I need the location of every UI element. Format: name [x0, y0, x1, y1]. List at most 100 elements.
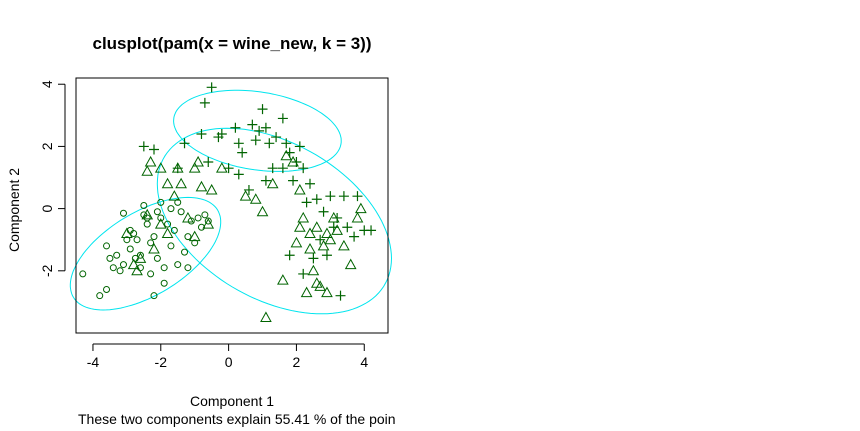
cluster-2-point	[310, 221, 323, 232]
cluster-1-point	[147, 239, 155, 247]
cluster-1-point	[113, 251, 121, 259]
cluster-3-point	[233, 169, 244, 180]
cluster-3-point	[223, 163, 234, 174]
cluster-1-point	[136, 264, 144, 272]
cluster-3-point	[243, 184, 254, 195]
y-axis-label: Component 2	[6, 168, 22, 252]
cluster-1-point	[109, 264, 117, 272]
cluster-3-point	[328, 222, 339, 233]
cluster-3-point	[260, 175, 271, 186]
y-tick-label: -2	[39, 264, 55, 277]
cluster-3-point	[288, 175, 299, 186]
y-tick-label: 0	[39, 205, 55, 213]
cluster-3-point	[250, 135, 261, 146]
cluster-3-point	[311, 194, 322, 205]
cluster-1-point	[167, 242, 175, 250]
cluster-3-point	[260, 122, 271, 133]
cluster-3-point	[254, 125, 265, 136]
cluster-3-point	[281, 138, 292, 149]
x-tick-label: 4	[360, 354, 368, 370]
cluster-1-point	[150, 292, 158, 300]
cluster-2-point	[144, 155, 157, 167]
cluster-3-point	[267, 163, 278, 174]
cluster-3-point	[196, 128, 207, 139]
cluster-1-point	[174, 261, 182, 269]
cluster-1-point	[126, 245, 134, 253]
cluster-1-point	[181, 248, 189, 256]
cluster-3-point	[216, 128, 227, 139]
cluster-2-point	[188, 162, 201, 173]
cluster-2-point	[321, 227, 333, 238]
cluster-1-point	[136, 251, 144, 259]
cluster-3-point	[335, 290, 346, 301]
cluster-2-point	[293, 221, 306, 232]
y-tick-label: 2	[39, 142, 55, 150]
cluster-2-point	[205, 183, 218, 195]
cluster-3-point	[318, 206, 329, 217]
cluster-3-point	[284, 250, 295, 261]
cluster-1-point	[143, 214, 151, 222]
cluster-2-point	[182, 211, 194, 223]
cluster-2-point	[321, 286, 333, 298]
cluster-2-point	[161, 227, 174, 238]
plot-frame	[75, 77, 389, 334]
cluster-2-point	[317, 239, 330, 251]
cluster-1-point	[140, 202, 148, 209]
cluster-1-point	[103, 285, 111, 293]
cluster-3-point	[325, 191, 336, 202]
cluster-3-point	[230, 122, 241, 133]
cluster-2-point	[260, 311, 272, 322]
cluster-1-point	[191, 239, 199, 247]
cluster-2-point	[304, 227, 316, 238]
cluster-3-point	[284, 147, 295, 158]
cluster-1-point	[184, 233, 192, 241]
cluster-2-point	[331, 224, 343, 235]
cluster-1-point	[116, 267, 124, 275]
cluster-3-point	[247, 119, 258, 130]
cluster-1-point	[147, 270, 155, 278]
cluster-3-point	[277, 163, 288, 174]
x-tick-label: 2	[293, 354, 301, 370]
cluster-1-point	[126, 226, 134, 234]
cluster-3-point	[233, 138, 244, 149]
cluster-1-point	[197, 223, 205, 231]
cluster-1-point	[150, 233, 158, 241]
cluster-3-point	[301, 197, 312, 208]
cluster-3-point	[172, 163, 183, 174]
cluster-1-point	[157, 214, 165, 222]
cluster-3-point	[257, 104, 268, 115]
cluster-3-point	[338, 191, 349, 202]
cluster-1-point	[133, 236, 141, 244]
cluster-3-point	[206, 82, 217, 93]
cluster-2-point	[175, 177, 187, 189]
cluster-3-point	[237, 147, 248, 158]
cluster-2-point	[300, 286, 313, 298]
cluster-1-point	[153, 208, 161, 216]
cluster-1-point	[194, 214, 202, 222]
cluster-3-point	[308, 253, 319, 264]
cluster-1-point	[164, 220, 172, 228]
cluster-1-point	[160, 279, 168, 287]
x-tick-label: -2	[155, 354, 168, 370]
cluster-1-point	[204, 217, 212, 225]
cluster-1-ellipse	[69, 196, 222, 311]
cluster-2-point	[127, 258, 140, 270]
cluster-2-point	[314, 280, 327, 291]
cluster-2-point	[293, 183, 306, 195]
cluster-2-point	[290, 236, 303, 248]
chart-subtitle: These two components explain 55.41 % of …	[78, 411, 396, 427]
cluster-1-point	[157, 198, 165, 206]
cluster-2-point	[307, 264, 320, 276]
cluster-1-point	[79, 270, 87, 278]
cluster-2-point	[148, 243, 160, 254]
cluster-2-point	[141, 208, 154, 220]
cluster-3-point	[199, 97, 210, 108]
cluster-3-point	[349, 231, 360, 242]
cluster-1-point	[96, 292, 104, 300]
cluster-2-point	[195, 180, 208, 192]
cluster-3-point	[264, 138, 275, 149]
x-axis: -4 -2 0 2 4	[87, 343, 368, 370]
cluster-1-point	[123, 236, 131, 244]
